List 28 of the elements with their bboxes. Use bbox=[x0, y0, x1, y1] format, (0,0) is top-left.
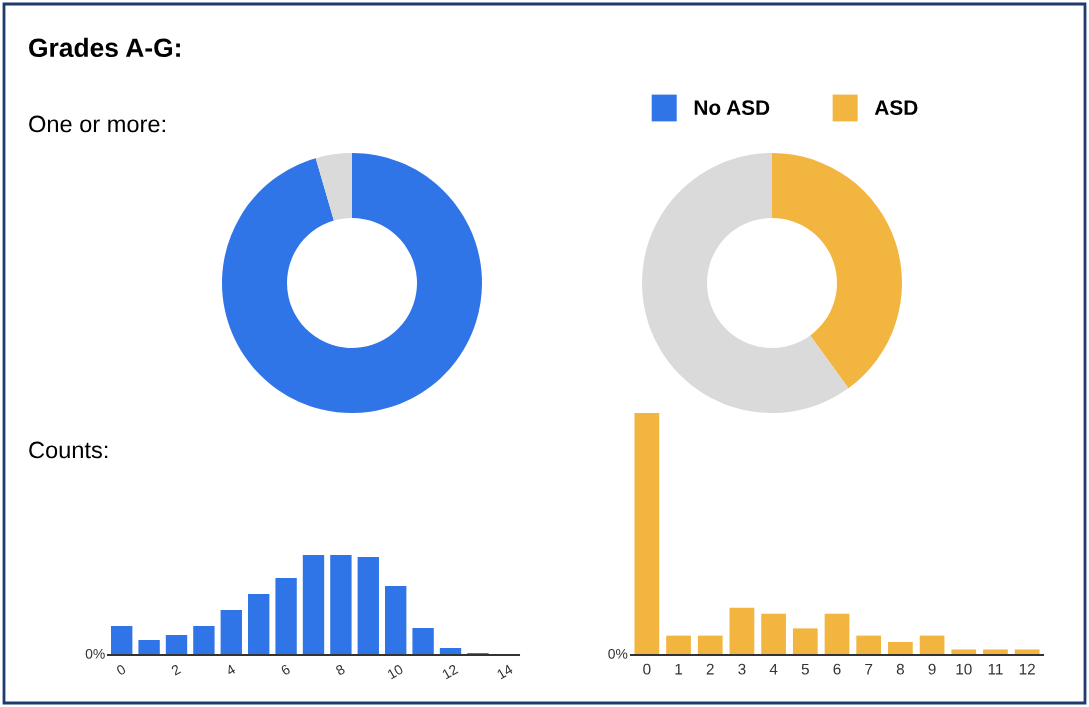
x-tick-label: 8 bbox=[335, 663, 346, 676]
x-tick-label: 0 bbox=[643, 663, 651, 675]
x-tick-label: 5 bbox=[801, 663, 809, 675]
x-tick-label: 10 bbox=[956, 663, 972, 675]
text: 0% bbox=[608, 648, 628, 659]
x-tick-label: 3 bbox=[738, 663, 746, 675]
x-tick-label: 10 bbox=[386, 663, 404, 680]
x-tick-label: 2 bbox=[170, 664, 182, 676]
text: 0% bbox=[85, 648, 105, 659]
x-tick-label: 2 bbox=[706, 663, 714, 675]
x-tick-label: 4 bbox=[225, 663, 237, 676]
legend-label: ASD bbox=[874, 100, 918, 116]
chart-title: Grades A-G: bbox=[29, 37, 180, 58]
x-tick-label: 8 bbox=[896, 663, 904, 675]
x-tick-label: 0 bbox=[115, 663, 127, 676]
text: One or more: bbox=[29, 115, 165, 133]
x-tick-label: 11 bbox=[988, 663, 1003, 675]
x-tick-label: 4 bbox=[769, 663, 778, 675]
chart-subtitle: Counts: bbox=[29, 441, 108, 459]
x-tick-label: 6 bbox=[280, 663, 291, 676]
x-tick-label: 1 bbox=[675, 663, 683, 675]
x-tick-label: 14 bbox=[496, 663, 514, 680]
x-tick-label: 7 bbox=[865, 663, 873, 675]
legend-label: No ASD bbox=[694, 100, 770, 116]
x-tick-label: 9 bbox=[928, 663, 936, 675]
x-tick-label: 12 bbox=[1019, 663, 1035, 675]
x-tick-label: 12 bbox=[441, 664, 459, 680]
x-tick-label: 6 bbox=[833, 663, 841, 675]
